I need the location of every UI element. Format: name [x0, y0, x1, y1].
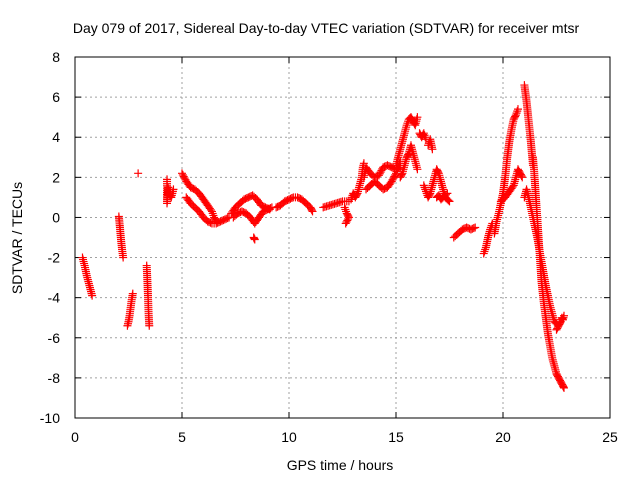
- x-tick-label: 25: [602, 429, 618, 445]
- y-tick-label: 2: [52, 169, 60, 185]
- data-point: [397, 170, 406, 179]
- data-point: [444, 196, 453, 205]
- data-point: [559, 311, 568, 320]
- data-point: [471, 223, 480, 232]
- data-point: [508, 182, 517, 191]
- data-point: [404, 150, 413, 159]
- data-point: [206, 218, 215, 227]
- data-point: [308, 207, 317, 216]
- data-point: [513, 105, 522, 114]
- plot-frame: [74, 56, 611, 419]
- y-tick-labels: -10 -8 -6 -4 -2 0 2 4 6 8: [40, 49, 60, 426]
- data-point: [341, 219, 350, 228]
- x-tick-label: 10: [281, 429, 297, 445]
- data-point: [169, 185, 178, 194]
- data-point: [208, 209, 217, 218]
- data-point: [441, 190, 450, 199]
- data-point: [517, 171, 526, 180]
- data-point: [481, 245, 490, 254]
- data-point: [443, 189, 452, 198]
- y-tick-label: -4: [48, 290, 61, 306]
- data-point: [119, 253, 128, 262]
- y-tick-label: -2: [48, 250, 61, 266]
- data-point: [511, 111, 520, 120]
- x-tick-label: 20: [495, 429, 511, 445]
- y-axis-label: SDTVAR / TECUs: [9, 182, 25, 294]
- chart-title: Day 079 of 2017, Sidereal Day-to-day VTE…: [73, 20, 580, 36]
- data-point: [403, 119, 412, 128]
- data-point: [250, 235, 259, 244]
- data-point: [206, 205, 215, 214]
- data-point: [342, 207, 351, 216]
- data-point: [88, 291, 97, 300]
- x-tick-label: 5: [178, 429, 186, 445]
- data-point: [134, 169, 143, 178]
- y-tick-label: 8: [52, 49, 60, 65]
- y-tick-label: -8: [48, 370, 61, 386]
- data-point: [469, 224, 478, 233]
- y-tick-label: -6: [48, 330, 61, 346]
- x-axis-label: GPS time / hours: [287, 457, 394, 473]
- data-point: [512, 109, 521, 118]
- data-point: [428, 145, 437, 154]
- data-point: [445, 197, 454, 206]
- data-points: [78, 81, 568, 392]
- data-point: [359, 159, 368, 168]
- data-point: [421, 133, 430, 142]
- data-point: [223, 214, 232, 223]
- data-point: [341, 205, 350, 214]
- data-point: [419, 181, 428, 190]
- data-point: [419, 129, 428, 138]
- data-point: [559, 383, 568, 392]
- data-point: [402, 121, 411, 130]
- data-point: [420, 183, 429, 192]
- data-point: [511, 112, 520, 121]
- data-point: [287, 194, 296, 203]
- data-point: [209, 211, 218, 220]
- data-point: [413, 113, 422, 122]
- data-point: [266, 204, 275, 213]
- data-point: [479, 249, 488, 258]
- y-tick-label: 0: [52, 209, 60, 225]
- data-point: [420, 131, 429, 140]
- data-point: [480, 247, 489, 256]
- y-tick-label: 6: [52, 89, 60, 105]
- x-tick-label: 15: [388, 429, 404, 445]
- data-point: [207, 207, 216, 216]
- data-point: [340, 203, 349, 212]
- data-point: [342, 217, 351, 226]
- data-point: [425, 190, 434, 199]
- data-point: [513, 107, 522, 116]
- data-point: [307, 206, 316, 215]
- data-point: [347, 195, 356, 204]
- y-tick-label: -10: [40, 410, 60, 426]
- x-tick-labels: 0 5 10 15 20 25: [71, 429, 618, 445]
- data-point: [518, 173, 527, 182]
- data-point: [413, 165, 422, 174]
- y-tick-label: 4: [52, 129, 60, 145]
- data-point: [128, 289, 137, 298]
- data-point: [434, 167, 443, 176]
- x-tick-label: 0: [71, 429, 79, 445]
- data-point: [352, 190, 361, 199]
- data-point: [145, 321, 154, 330]
